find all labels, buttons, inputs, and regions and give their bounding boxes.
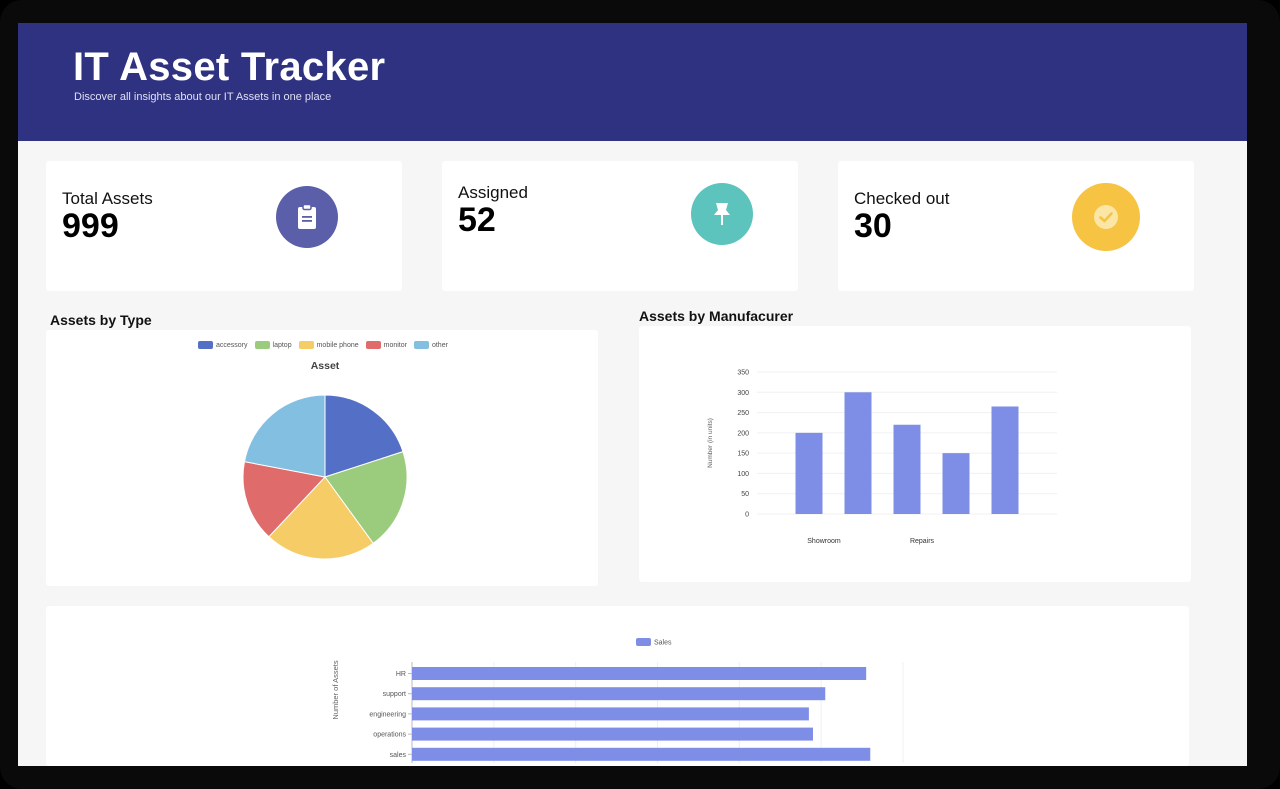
legend-item-laptop[interactable]: laptop — [254, 341, 292, 349]
manufacturer-bar-chart: 0 50 100 150 200 250 300 350 Showroom Repairs Nu… — [707, 370, 1057, 545]
pie-slice-accessory[interactable] — [324, 394, 404, 478]
bar[interactable] — [893, 424, 921, 514]
bar[interactable] — [942, 453, 970, 514]
y-tick-label: support — [383, 691, 406, 698]
bar[interactable] — [412, 667, 867, 680]
pie-slice-mobile-phone[interactable] — [268, 476, 374, 560]
legend-swatch — [198, 341, 213, 349]
bar[interactable] — [412, 707, 809, 721]
page-subtitle: Discover all insights about our IT Asset… — [74, 91, 332, 103]
y-tick-label: 300 — [737, 390, 749, 397]
legend-item-other[interactable]: other — [413, 341, 448, 349]
legend-item-accessory[interactable]: accessory — [198, 341, 248, 349]
department-chart-card: Sales HR support engineering operations sale… — [46, 606, 1189, 766]
page-title: IT Asset Tracker — [73, 45, 386, 89]
stat-value: 999 — [62, 207, 119, 245]
assigned-card[interactable]: Assigned 52 — [442, 161, 798, 291]
bar[interactable] — [844, 392, 872, 514]
assets-by-type-title: Assets by Type — [50, 312, 152, 328]
assets-by-manufacturer-title: Assets by Manufacurer — [639, 308, 794, 324]
y-tick-label: 150 — [737, 451, 749, 458]
bar[interactable] — [412, 747, 871, 761]
y-tick-label: 250 — [737, 410, 749, 417]
legend-swatch — [413, 341, 429, 349]
manufacturer-chart-card: 0 50 100 150 200 250 300 350 Showroom Repairs Nu… — [639, 326, 1191, 582]
clipboard-icon — [276, 186, 338, 248]
x-tick-label: Repairs — [910, 538, 935, 545]
legend-swatch — [298, 341, 314, 349]
y-tick-label: 200 — [737, 430, 749, 437]
total-assets-card[interactable]: Total Assets 999 — [46, 161, 402, 291]
y-axis-label: Number of Assets — [331, 660, 340, 719]
pie-chart-card: accessory laptop mobile phone monitor other … — [46, 330, 598, 586]
stat-label: Total Assets — [62, 189, 153, 208]
bar[interactable] — [991, 406, 1019, 514]
legend-swatch — [254, 341, 270, 349]
legend-label[interactable]: Sales — [654, 640, 672, 647]
legend-swatch — [365, 341, 381, 349]
y-tick-label: 50 — [741, 491, 749, 498]
legend-label: other — [431, 341, 448, 349]
department-bar-chart: Sales HR support engineering operations sale… — [331, 638, 904, 763]
bar[interactable] — [412, 727, 813, 741]
legend-label: accessory — [216, 341, 248, 349]
y-tick-label: engineering — [369, 711, 406, 718]
legend-label: monitor — [383, 341, 407, 349]
legend-item-mobile-phone[interactable]: mobile phone — [298, 341, 359, 349]
y-axis-label: Number (in units) — [707, 418, 714, 468]
y-tick-label: HR — [396, 671, 406, 678]
stat-label: Assigned — [458, 183, 528, 202]
pie-slice-monitor[interactable] — [242, 461, 326, 538]
page-header: IT Asset Tracker Discover all insights a… — [18, 23, 1247, 141]
bar[interactable] — [795, 432, 823, 514]
stat-value: 52 — [458, 201, 496, 239]
pie-legend: accessory laptop mobile phone monitor other — [198, 341, 448, 349]
y-tick-label: 0 — [745, 512, 749, 519]
pie-title: Asset — [311, 360, 340, 372]
legend-label: laptop — [272, 341, 292, 349]
checked-out-card[interactable]: Checked out 30 — [838, 161, 1194, 291]
y-tick-label: 350 — [737, 370, 749, 377]
y-tick-label: 100 — [737, 471, 749, 478]
stat-value: 30 — [854, 207, 892, 245]
pin-icon — [691, 183, 753, 245]
pie-slice-other[interactable] — [243, 394, 326, 478]
y-tick-label: operations — [373, 732, 406, 739]
x-tick-label: Showroom — [807, 538, 841, 545]
check-circle-icon — [1072, 183, 1140, 251]
legend-item-monitor[interactable]: monitor — [365, 341, 407, 349]
dashboard-screen: IT Asset Tracker Discover all insights a… — [18, 23, 1247, 766]
bar[interactable] — [412, 687, 826, 701]
pie-chart: Asset — [242, 360, 408, 560]
pie-slice-laptop[interactable] — [324, 451, 408, 545]
legend-swatch — [636, 638, 651, 646]
stat-label: Checked out — [854, 189, 950, 208]
y-tick-label: sales — [390, 752, 407, 759]
legend-label: mobile phone — [316, 341, 359, 349]
